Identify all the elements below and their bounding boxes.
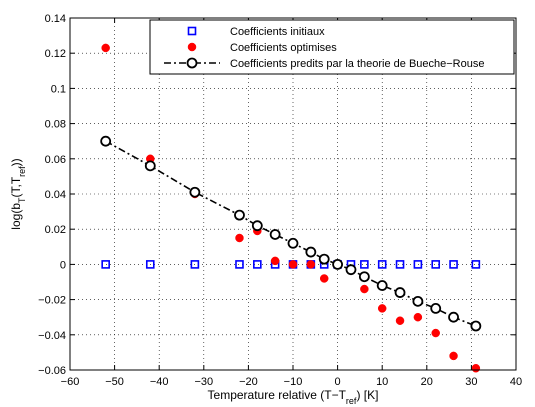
data-point bbox=[319, 274, 329, 283]
legend-marker bbox=[187, 42, 197, 52]
data-point bbox=[306, 260, 316, 269]
data-point bbox=[376, 280, 388, 291]
data-point bbox=[471, 260, 481, 269]
data-point bbox=[101, 43, 110, 53]
legend: Coefficients initiaux Coefficients optim… bbox=[149, 19, 515, 75]
data-point bbox=[287, 237, 299, 249]
data-point bbox=[251, 220, 263, 232]
x-axis-label: Temperature relative (T−Tref) [K] bbox=[208, 388, 379, 406]
y-tick-label: 0.1 bbox=[51, 83, 66, 95]
data-point bbox=[100, 135, 112, 147]
data-point bbox=[470, 320, 482, 332]
x-tick-label: −10 bbox=[284, 376, 303, 388]
data-point bbox=[430, 302, 442, 314]
x-tick-label: 0 bbox=[335, 376, 341, 388]
data-point bbox=[377, 304, 387, 313]
series-2 bbox=[100, 135, 482, 332]
y-tick-label: 0.12 bbox=[45, 48, 66, 60]
data-point bbox=[358, 271, 370, 283]
x-tick-label: −60 bbox=[61, 376, 80, 388]
data-point bbox=[269, 229, 281, 240]
y-tick-label: −0.04 bbox=[38, 330, 66, 342]
x-tick-label: −30 bbox=[194, 376, 213, 388]
data-point bbox=[377, 260, 387, 269]
grid bbox=[70, 18, 516, 370]
data-point bbox=[395, 260, 405, 269]
legend-marker bbox=[187, 26, 197, 36]
data-point bbox=[305, 246, 317, 258]
data-point bbox=[270, 256, 280, 266]
plot-series bbox=[100, 43, 482, 373]
y-tick-label: 0.08 bbox=[45, 119, 66, 131]
y-tick-label: 0 bbox=[60, 259, 66, 271]
y-tick-label: 0.02 bbox=[45, 224, 66, 236]
y-tick-label: −0.06 bbox=[38, 365, 66, 377]
data-point bbox=[471, 363, 481, 373]
data-point bbox=[288, 260, 298, 269]
legend-label-bueche-rouse: Coefficients predits par la theorie de B… bbox=[230, 58, 484, 70]
data-point bbox=[360, 260, 369, 269]
data-point bbox=[394, 287, 406, 298]
data-point bbox=[332, 258, 344, 270]
data-point bbox=[395, 316, 405, 325]
series-line bbox=[105, 140, 477, 327]
x-tick-label: 20 bbox=[421, 376, 433, 388]
x-tick-label: 30 bbox=[465, 376, 477, 388]
y-tick-label: 0.06 bbox=[45, 154, 66, 166]
y-axis-label: log(bT(T,Tref)) bbox=[9, 158, 27, 229]
y-tick-label: 0.14 bbox=[45, 13, 66, 25]
x-tick-label: 40 bbox=[510, 376, 522, 388]
x-tick-label: −20 bbox=[239, 376, 258, 388]
legend-marker bbox=[186, 57, 198, 69]
x-tick-label: −40 bbox=[150, 376, 169, 388]
data-point bbox=[360, 284, 369, 294]
data-point bbox=[235, 260, 244, 269]
data-point bbox=[234, 209, 245, 221]
data-point bbox=[448, 311, 459, 323]
data-point bbox=[413, 312, 423, 322]
data-point bbox=[449, 260, 458, 269]
data-point bbox=[101, 260, 110, 269]
legend-label-initiaux: Coefficients initiaux bbox=[230, 26, 325, 38]
y-tick-label: −0.02 bbox=[38, 295, 66, 307]
data-point bbox=[253, 260, 262, 269]
legend-label-optimises: Coefficients optimises bbox=[230, 42, 337, 54]
data-point bbox=[189, 186, 201, 198]
data-point bbox=[190, 260, 200, 269]
y-tick-label: 0.04 bbox=[45, 189, 66, 201]
data-point bbox=[431, 328, 440, 338]
axis-ticks: −60 −50 −40 −30 −20 −10 0 10 20 30 40 −0.06 −0.04 −0.… bbox=[38, 13, 522, 388]
data-point bbox=[145, 260, 155, 269]
data-point bbox=[318, 253, 330, 265]
legend-items bbox=[164, 26, 220, 69]
data-point bbox=[413, 260, 423, 269]
data-point bbox=[235, 233, 244, 243]
data-point bbox=[431, 260, 441, 269]
x-tick-label: 10 bbox=[376, 376, 388, 388]
data-point bbox=[144, 160, 156, 172]
data-point bbox=[412, 295, 424, 307]
legend-box bbox=[149, 19, 515, 75]
data-point bbox=[449, 351, 458, 361]
x-tick-label: −50 bbox=[105, 376, 124, 388]
data-point bbox=[345, 264, 357, 276]
